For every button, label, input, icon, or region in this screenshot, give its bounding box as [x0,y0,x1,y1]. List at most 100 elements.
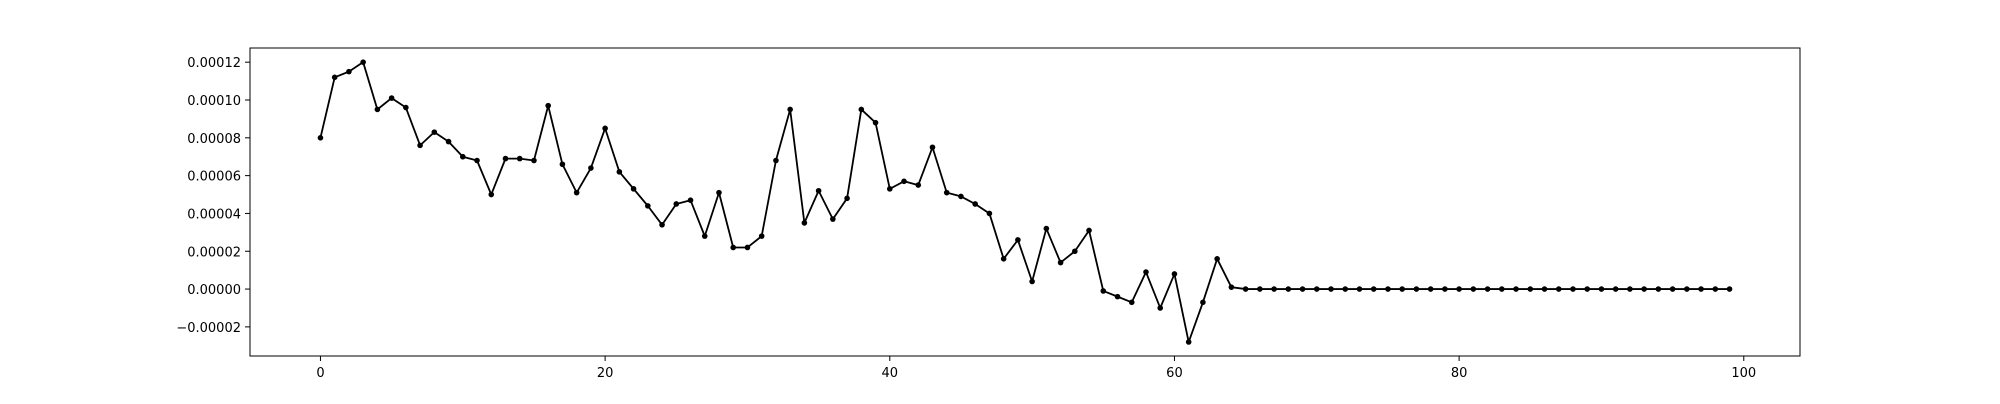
data-point [1143,269,1149,275]
data-point [972,201,978,207]
data-point [901,178,907,185]
data-point [1669,286,1676,292]
plot-frame [249,47,1801,357]
data-point [1570,286,1576,292]
data-point [1100,288,1107,294]
data-point [331,74,338,81]
x-tick-label: 80 [1451,366,1468,381]
y-tick-label: 0.00004 [187,207,241,222]
data-point [559,161,566,168]
data-point [673,201,680,207]
data-point [1214,256,1220,262]
data-point [1128,299,1135,306]
data-point [1313,286,1320,292]
data-point [1029,278,1035,285]
data-point [929,144,936,151]
data-point [488,191,495,198]
series-line [319,61,1730,343]
y-tick-label: 0.00010 [187,94,241,109]
data-point [1242,286,1249,292]
data-point [1399,286,1405,292]
data-point [360,59,366,65]
data-point [1385,286,1391,292]
data-point [573,189,580,196]
data-point [687,197,694,204]
series-layer [317,59,1733,345]
data-point [858,106,865,113]
data-point [659,221,665,228]
y-tick-label: 0.00002 [187,245,241,260]
x-tick-label: 20 [597,366,614,381]
data-point [374,106,381,113]
data-point [317,135,324,141]
data-point [445,138,452,145]
data-point [403,104,409,111]
data-point [1598,286,1605,292]
x-axis: 0 20 40 60 80 100 [316,356,1756,381]
y-tick-label: 0.00006 [187,170,241,185]
data-point [1470,286,1477,292]
data-point [1499,286,1505,292]
data-point [1584,286,1591,292]
data-point [943,189,950,196]
data-point [1555,286,1562,292]
data-point [1114,293,1121,300]
data-point [1200,299,1206,306]
data-point [1370,286,1377,292]
data-point [1712,286,1719,292]
data-point [1641,286,1647,292]
data-point [502,155,509,162]
x-tick-label: 40 [882,366,899,381]
data-point [915,182,922,188]
data-point [773,157,779,164]
data-point [431,129,438,135]
data-point [474,157,480,164]
data-point [1072,248,1078,255]
data-point [1726,286,1733,292]
data-point [1684,286,1690,292]
data-point [801,220,808,226]
data-point [1086,227,1092,234]
data-point [701,233,708,239]
data-point [1513,286,1519,292]
data-point [616,169,623,175]
y-tick-label: 0.00000 [187,283,241,298]
data-point [1171,271,1178,277]
data-point [388,95,395,101]
data-point [716,189,722,196]
data-point [346,68,352,75]
data-point [1698,286,1704,292]
data-point [787,106,793,113]
data-point [1157,305,1164,311]
plot-area [250,48,1800,356]
data-point [815,187,822,194]
data-point [1484,286,1491,292]
data-point [1228,284,1235,290]
data-point [830,216,836,222]
data-point [1627,286,1633,292]
data-point [516,155,523,162]
data-point [986,210,993,217]
data-point [1257,286,1263,292]
data-point [1328,286,1334,292]
data-point [1185,339,1192,345]
data-point [758,233,765,239]
data-point [1299,286,1306,292]
data-point [630,186,637,192]
data-point [588,165,594,171]
data-point [1015,237,1021,243]
data-point [886,186,893,192]
x-tick-label: 0 [316,366,324,381]
y-tick-label: 0.00008 [187,132,241,147]
data-point [1043,225,1050,232]
data-point [545,102,551,109]
data-point [1285,286,1292,292]
data-point [1271,286,1277,292]
data-point [1541,286,1548,292]
data-point [1356,286,1363,292]
data-point [1655,286,1662,292]
data-point [1612,286,1619,292]
x-tick-label: 60 [1166,366,1183,381]
